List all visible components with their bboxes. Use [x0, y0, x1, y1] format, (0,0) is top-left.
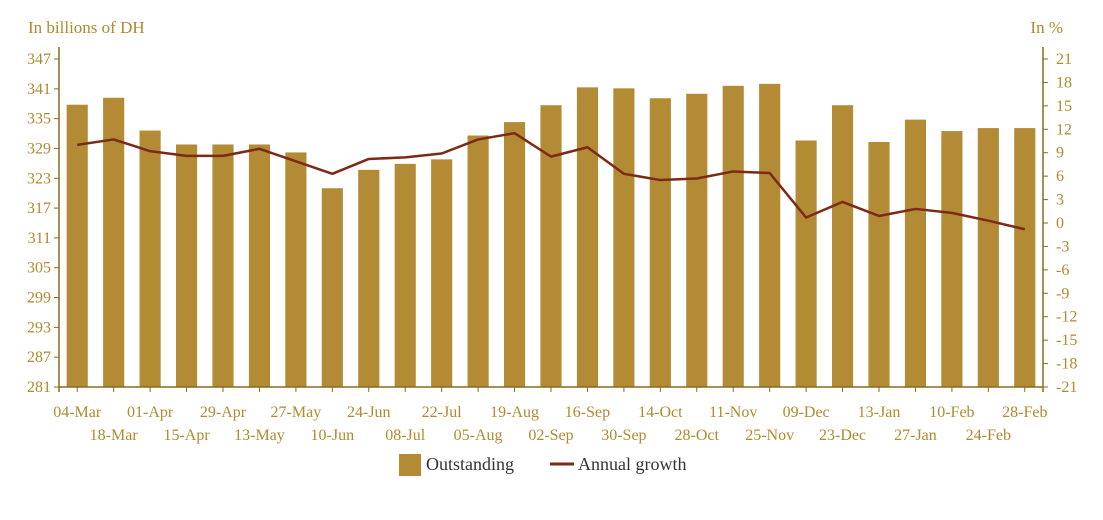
right-tick-label: 3 [1056, 192, 1064, 209]
right-tick-label: 21 [1056, 51, 1072, 68]
legend-label-annual-growth: Annual growth [578, 454, 686, 474]
x-tick-label: 22-Jul [422, 404, 463, 421]
bar-outstanding-16-Sep [576, 87, 599, 387]
right-tick-label: -15 [1056, 332, 1077, 349]
x-tick-label: 10-Jun [311, 427, 355, 444]
bar-outstanding-14-Oct [649, 98, 671, 387]
left-tick-label: 311 [28, 230, 51, 247]
x-tick-label: 04-Mar [53, 404, 102, 421]
x-tick-label: 09-Dec [783, 404, 830, 421]
x-tick-label: 18-Mar [90, 427, 139, 444]
bar-outstanding-24-Jun [358, 169, 380, 387]
right-tick-label: -3 [1056, 238, 1069, 255]
legend-label-outstanding: Outstanding [426, 454, 514, 474]
bar-outstanding-10-Jun [321, 188, 343, 387]
right-tick-label: -9 [1056, 285, 1069, 302]
bar-outstanding-27-Jan [904, 119, 927, 387]
left-axis-unit-label: In billions of DH [28, 18, 145, 37]
bar-outstanding-13-Jan [868, 141, 890, 387]
x-tick-label: 25-Nov [745, 427, 794, 444]
x-tick-label: 08-Jul [385, 427, 426, 444]
right-tick-label: 12 [1056, 121, 1072, 138]
left-tick-label: 317 [27, 200, 51, 217]
bar-outstanding-15-Apr [175, 144, 198, 387]
x-tick-label: 28-Feb [1002, 404, 1047, 421]
x-tick-label: 13-Jan [858, 404, 901, 421]
x-tick-label: 16-Sep [565, 404, 610, 421]
left-tick-label: 341 [27, 81, 51, 98]
right-tick-label: 9 [1056, 145, 1064, 162]
left-tick-label: 329 [27, 140, 51, 157]
bar-outstanding-10-Feb [941, 131, 963, 387]
bar-outstanding-28-Feb [1014, 128, 1036, 387]
right-tick-label: -12 [1056, 309, 1077, 326]
bar-series [66, 83, 1036, 388]
x-tick-label: 14-Oct [638, 404, 683, 421]
bar-outstanding-22-Jul [431, 159, 453, 387]
x-tick-label: 15-Apr [163, 427, 210, 444]
bar-outstanding-08-Jul [394, 163, 416, 387]
right-axis-unit-label: In % [1030, 18, 1063, 37]
bar-outstanding-27-May [285, 152, 307, 387]
x-tick-label: 05-Aug [454, 427, 503, 444]
right-tick-label: -6 [1056, 262, 1069, 279]
bar-outstanding-01-Apr [139, 130, 161, 387]
left-tick-label: 323 [27, 170, 51, 187]
x-tick-label: 29-Apr [200, 404, 247, 421]
right-y-axis: -21 -18 -15 -12 -9 -6 -3 0 3 6 9 12 15 18 21 [1042, 47, 1077, 396]
left-y-axis: 281 287 293 299 305 311 317 323 329 335 341 347 [27, 47, 60, 396]
bar-outstanding-13-May [248, 144, 271, 387]
bar-outstanding-05-Aug [467, 135, 489, 387]
legend: Outstanding Annual growth [399, 454, 686, 476]
x-axis: 04-Mar 18-Mar 01-Apr 15-Apr 29-Apr 13-May 27-M… [53, 386, 1047, 444]
bar-outstanding-23-Dec [831, 105, 854, 387]
x-tick-label: 28-Oct [675, 427, 720, 444]
x-tick-label: 11-Nov [709, 404, 757, 421]
right-tick-label: -21 [1056, 379, 1077, 396]
left-tick-label: 347 [27, 51, 51, 68]
x-tick-label: 23-Dec [819, 427, 866, 444]
left-tick-label: 335 [27, 111, 51, 128]
bar-outstanding-25-Nov [759, 83, 781, 387]
annual-growth-line [77, 131, 1026, 231]
bar-outstanding-28-Oct [686, 93, 708, 387]
bar-outstanding-29-Apr [212, 144, 234, 387]
x-tick-label: 24-Jun [347, 404, 391, 421]
bar-outstanding-19-Aug [503, 122, 526, 388]
bar-outstanding-11-Nov [722, 85, 744, 387]
x-tick-label: 24-Feb [966, 427, 1011, 444]
bar-outstanding-02-Sep [540, 105, 562, 387]
left-tick-label: 281 [27, 379, 51, 396]
x-tick-label: 10-Feb [929, 404, 974, 421]
right-tick-label: -18 [1056, 356, 1077, 373]
right-tick-label: 15 [1056, 98, 1072, 115]
right-tick-label: 18 [1056, 74, 1072, 91]
bar-outstanding-04-Mar [66, 104, 88, 387]
right-tick-label: 6 [1056, 168, 1064, 185]
bar-outstanding-24-Feb [977, 128, 999, 387]
bar-outstanding-09-Dec [795, 140, 817, 387]
x-tick-label: 27-May [271, 404, 322, 421]
legend-swatch-outstanding [399, 454, 421, 476]
left-tick-label: 305 [27, 260, 51, 277]
x-tick-label: 27-Jan [894, 427, 937, 444]
bar-outstanding-18-Mar [103, 97, 125, 387]
right-tick-label: 0 [1056, 215, 1064, 232]
x-tick-label: 01-Apr [127, 404, 174, 421]
x-tick-label: 02-Sep [528, 427, 573, 444]
x-tick-label: 19-Aug [490, 404, 539, 421]
x-tick-label: 13-May [234, 427, 285, 444]
left-tick-label: 299 [27, 290, 51, 307]
bar-outstanding-30-Sep [613, 88, 635, 387]
x-tick-label: 30-Sep [601, 427, 646, 444]
left-tick-label: 293 [27, 319, 51, 336]
left-tick-label: 287 [27, 349, 51, 366]
